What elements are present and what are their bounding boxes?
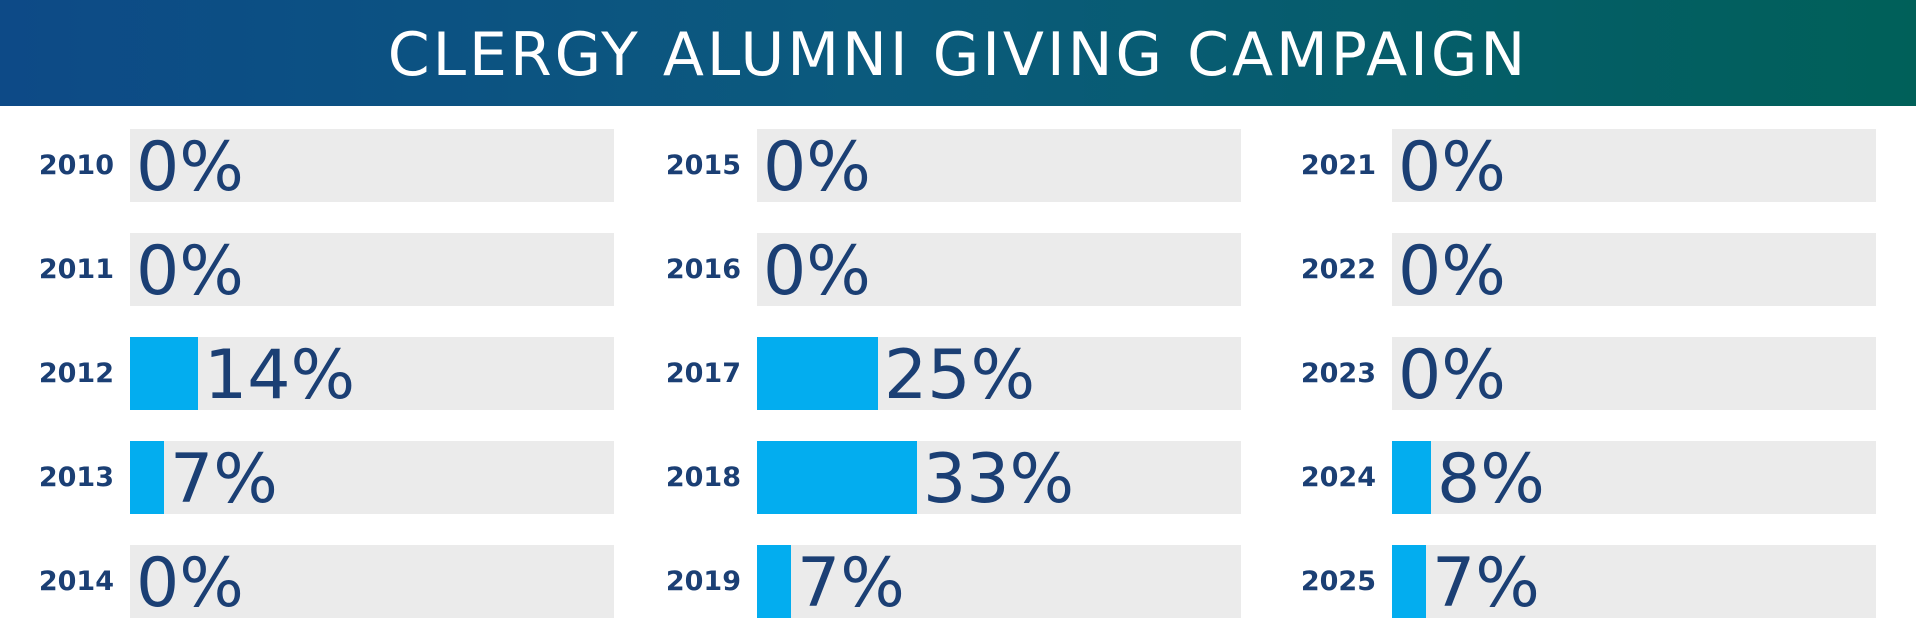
bar-track: 0% (130, 544, 614, 623)
bar-track: 8% (1392, 440, 1876, 519)
bar-track: 0% (130, 128, 614, 207)
bar-row: 2021 0% (1262, 128, 1876, 207)
percent-label: 33% (923, 440, 1075, 519)
bar-fill (1392, 545, 1426, 618)
bar-row: 2015 0% (627, 128, 1241, 207)
page-title: CLERGY ALUMNI GIVING CAMPAIGN (387, 20, 1529, 90)
bar-row: 2017 25% (627, 336, 1241, 415)
bar-track: 7% (757, 544, 1241, 623)
year-label: 2018 (665, 462, 741, 493)
bar-row: 2024 8% (1262, 440, 1876, 519)
bar-row: 2010 0% (0, 128, 614, 207)
percent-label: 0% (1398, 128, 1506, 207)
year-label: 2014 (38, 566, 114, 597)
bar-track: 33% (757, 440, 1241, 519)
bar-row: 2016 0% (627, 232, 1241, 311)
year-label: 2010 (38, 150, 114, 181)
percent-label: 0% (763, 128, 871, 207)
year-label: 2017 (665, 358, 741, 389)
bar-row: 2014 0% (0, 544, 614, 623)
bar-track: 0% (1392, 128, 1876, 207)
bar-track: 0% (130, 232, 614, 311)
percent-label: 25% (884, 336, 1036, 415)
percent-label: 0% (1398, 336, 1506, 415)
percent-label: 14% (204, 336, 356, 415)
percent-label: 0% (136, 544, 244, 623)
bar-fill (757, 441, 917, 514)
bar-fill (757, 337, 878, 410)
giving-chart: 2010 0% 2011 0% 2012 14% 2013 7% 2014 0% 2015 0% 201… (0, 106, 1916, 643)
bar-fill (130, 337, 198, 410)
bar-row: 2012 14% (0, 336, 614, 415)
percent-label: 0% (136, 128, 244, 207)
year-label: 2025 (1300, 566, 1376, 597)
bar-row: 2022 0% (1262, 232, 1876, 311)
bar-row: 2025 7% (1262, 544, 1876, 623)
bar-row: 2023 0% (1262, 336, 1876, 415)
percent-label: 0% (763, 232, 871, 311)
bar-track: 7% (1392, 544, 1876, 623)
bar-fill (1392, 441, 1431, 514)
bar-row: 2011 0% (0, 232, 614, 311)
bar-track: 7% (130, 440, 614, 519)
year-label: 2012 (38, 358, 114, 389)
bar-track: 14% (130, 336, 614, 415)
bar-row: 2013 7% (0, 440, 614, 519)
year-label: 2015 (665, 150, 741, 181)
header-banner: CLERGY ALUMNI GIVING CAMPAIGN (0, 0, 1916, 106)
bar-fill (130, 441, 164, 514)
bar-track: 0% (757, 128, 1241, 207)
year-label: 2016 (665, 254, 741, 285)
percent-label: 8% (1437, 440, 1545, 519)
percent-label: 7% (170, 440, 278, 519)
year-label: 2024 (1300, 462, 1376, 493)
bar-track: 0% (1392, 232, 1876, 311)
percent-label: 7% (797, 544, 905, 623)
percent-label: 0% (1398, 232, 1506, 311)
bar-track: 0% (1392, 336, 1876, 415)
bar-row: 2019 7% (627, 544, 1241, 623)
bar-track: 0% (757, 232, 1241, 311)
bar-fill (757, 545, 791, 618)
year-label: 2022 (1300, 254, 1376, 285)
year-label: 2021 (1300, 150, 1376, 181)
percent-label: 7% (1432, 544, 1540, 623)
year-label: 2019 (665, 566, 741, 597)
bar-row: 2018 33% (627, 440, 1241, 519)
year-label: 2013 (38, 462, 114, 493)
percent-label: 0% (136, 232, 244, 311)
year-label: 2011 (38, 254, 114, 285)
bar-track: 25% (757, 336, 1241, 415)
year-label: 2023 (1300, 358, 1376, 389)
